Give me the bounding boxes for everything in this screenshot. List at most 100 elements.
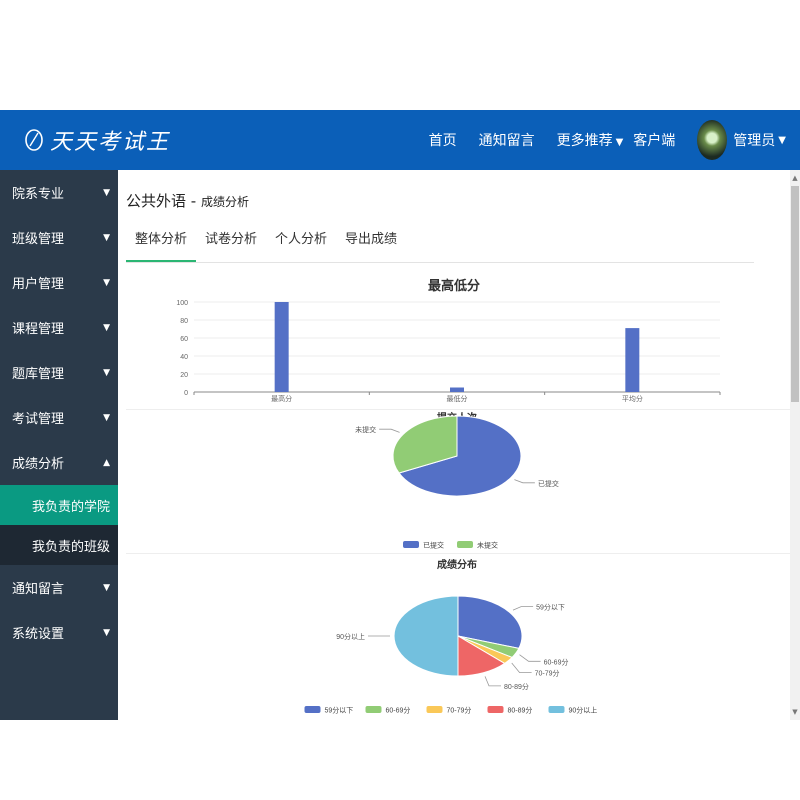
legend-swatch[interactable] [426,706,443,713]
course-title: 公共外语 - [126,192,201,210]
legend-label[interactable]: 已提交 [423,541,444,550]
nav-notices[interactable]: 通知留言 [479,130,535,150]
caret-down-icon: ▼ [103,187,110,198]
nav-more-label: 更多推荐 [556,133,613,149]
sidebar: 院系专业 ▼ 班级管理 ▼ 用户管理 ▼ 课程管理 ▼ 题库管理 ▼ 考试管理 ▼ 成绩分析… [0,170,118,720]
logo[interactable]: 天天考试王 [24,124,170,156]
legend-swatch[interactable] [403,541,419,548]
tab-label: 导出成绩 [345,232,398,247]
page-bottom-blank [0,720,800,800]
caret-down-icon: ▼ [103,232,110,243]
bar[interactable] [450,387,464,393]
sidebar-item-label: 用户管理 [12,277,65,292]
nav-home-label: 首页 [428,133,457,149]
nav-notices-label: 通知留言 [478,133,535,149]
slice-label: 60-69分 [544,657,569,666]
legend-label[interactable]: 60-69分 [386,706,411,715]
legend-swatch[interactable] [487,706,504,713]
legend-swatch[interactable] [304,706,321,713]
chart-title: 最高低分 [428,278,480,293]
sidebar-item-label: 通知留言 [12,582,65,597]
top-nav: 首页 通知留言 更多推荐 ▼ 客户端 管理员 ▼ [429,110,800,170]
y-tick-label: 0 [184,390,188,397]
legend-swatch[interactable] [365,706,382,713]
nav-more-recommend[interactable]: 更多推荐 ▼ [557,130,624,150]
sidebar-item-departments[interactable]: 院系专业 ▼ [0,170,118,215]
slice-label-line [484,676,501,687]
tab-paper-analysis[interactable]: 试卷分析 [196,224,266,260]
legend-swatch[interactable] [548,706,565,713]
sidebar-item-classes[interactable]: 班级管理 ▼ [0,215,118,260]
divider [126,409,790,410]
legend-label[interactable]: 59分以下 [325,706,354,715]
slice-label: 80-89分 [504,682,529,691]
divider [126,553,790,554]
tab-export-scores[interactable]: 导出成绩 [336,224,406,260]
legend-label[interactable]: 90分以上 [569,706,598,715]
sidebar-item-score-analysis[interactable]: 成绩分析 ▲ [0,440,118,485]
slice-label: 59分以下 [536,603,565,612]
sidebar-subitem-my-college[interactable]: 我负责的学院 [0,485,118,525]
sidebar-subitem-my-class[interactable]: 我负责的班级 [0,525,118,565]
slice-label: 70-79分 [535,669,560,678]
sidebar-subitem-label: 我负责的学院 [32,499,111,515]
nav-client[interactable]: 客户端 [633,130,675,150]
sidebar-item-label: 课程管理 [12,322,65,337]
pie-slice[interactable] [398,415,522,497]
tab-personal-analysis[interactable]: 个人分析 [266,224,336,260]
pie-chart-submissions: 提交人次已提交未提交已提交未提交 [355,411,559,550]
slice-label: 未提交 [355,425,376,434]
sidebar-item-label: 班级管理 [12,232,65,247]
nav-client-label: 客户端 [633,133,676,149]
caret-down-icon: ▼ [103,322,110,333]
y-tick-label: 20 [180,372,188,379]
tab-label: 试卷分析 [205,232,258,247]
caret-down-icon: ▼ [103,277,110,288]
user-label: 管理员 [733,133,776,149]
scrollbar[interactable]: ▲ ▼ [790,170,800,720]
nav-home[interactable]: 首页 [429,130,457,150]
x-tick-label: 最高分 [271,394,292,403]
tab-overall-analysis[interactable]: 整体分析 [126,224,197,262]
scroll-thumb[interactable] [791,186,799,402]
caret-up-icon: ▲ [103,457,110,468]
sidebar-item-notices[interactable]: 通知留言 ▼ [0,565,118,610]
bar[interactable] [625,328,640,392]
pie-slice[interactable] [393,595,459,677]
avatar [697,120,728,160]
sidebar-item-label: 院系专业 [12,187,65,202]
chart-title: 成绩分布 [437,558,477,571]
legend-label[interactable]: 70-79分 [447,706,472,715]
slice-label-line [511,662,532,674]
caret-down-icon: ▼ [103,582,110,593]
sidebar-item-settings[interactable]: 系统设置 ▼ [0,610,118,655]
page-subtitle: 成绩分析 [200,195,249,209]
scroll-down-icon[interactable]: ▼ [792,708,798,716]
bar-chart-max-min: 最高低分 0 20 40 60 80 100 最高分 最低分 平均分 [176,278,721,403]
caret-down-icon: ▼ [103,627,110,638]
slice-label-line [512,606,534,611]
sidebar-item-label: 成绩分析 [12,457,65,472]
caret-down-icon: ▼ [103,412,110,423]
sidebar-item-exams[interactable]: 考试管理 ▼ [0,395,118,440]
analysis-tabs: 整体分析 试卷分析 个人分析 导出成绩 [126,224,754,263]
pie-slice[interactable] [457,595,523,649]
sidebar-item-question-bank[interactable]: 题库管理 ▼ [0,350,118,395]
pie-slice[interactable] [392,415,458,474]
tab-label: 整体分析 [135,232,188,247]
y-tick-label: 80 [180,318,188,325]
scroll-up-icon[interactable]: ▲ [792,174,798,182]
slice-label: 已提交 [538,479,559,488]
legend-swatch[interactable] [457,541,473,548]
sidebar-item-courses[interactable]: 课程管理 ▼ [0,305,118,350]
slice-label-line [379,428,400,433]
sidebar-item-label: 系统设置 [12,627,65,642]
legend-label[interactable]: 80-89分 [508,706,533,715]
x-tick-label: 平均分 [622,394,643,403]
bar[interactable] [274,302,289,392]
x-tick-label: 最低分 [447,394,468,403]
sidebar-item-users[interactable]: 用户管理 ▼ [0,260,118,305]
user-menu[interactable]: 管理员 ▼ [697,120,786,160]
legend-label[interactable]: 未提交 [477,541,498,550]
slice-label: 90分以上 [336,632,365,641]
